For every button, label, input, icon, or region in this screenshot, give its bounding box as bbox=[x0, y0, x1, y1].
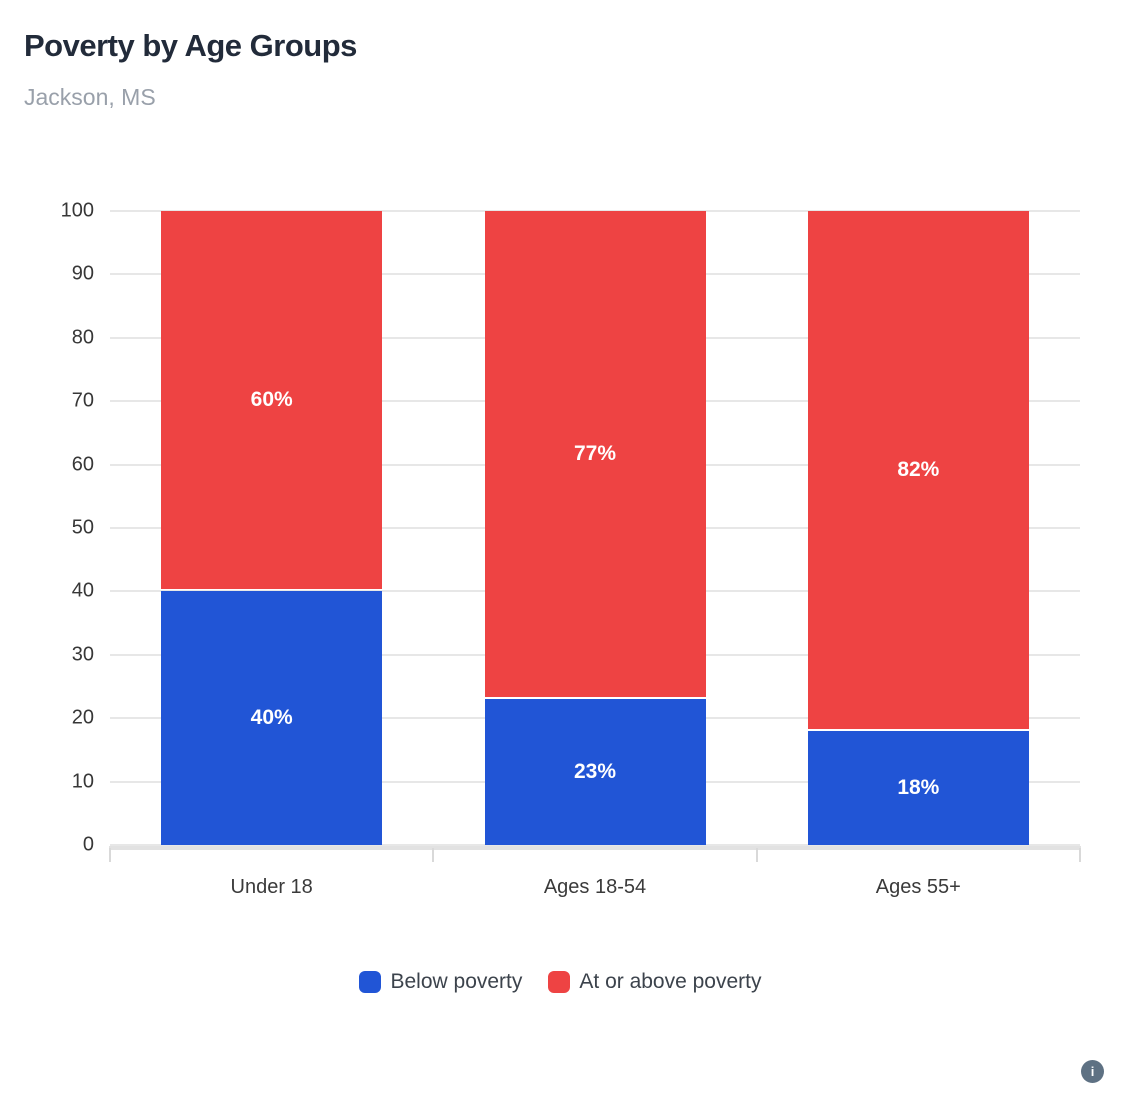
legend-item-below-poverty[interactable]: Below poverty bbox=[359, 970, 522, 994]
page-subtitle: Jackson, MS bbox=[24, 84, 156, 110]
y-axis-tick-label: 40 bbox=[71, 579, 94, 602]
legend-item-at-or-above-poverty[interactable]: At or above poverty bbox=[548, 970, 762, 994]
x-axis-tick bbox=[109, 848, 111, 862]
legend-swatch-below-poverty bbox=[359, 971, 382, 993]
bar-value-label: 18% bbox=[897, 775, 940, 799]
bar-value-label: 60% bbox=[250, 388, 293, 412]
page-title: Poverty by Age Groups bbox=[24, 28, 357, 63]
y-axis-tick-label: 50 bbox=[71, 516, 94, 539]
gridline bbox=[110, 844, 1080, 846]
stacked-bar-chart: 0 10 20 30 40 50 60 70 80 90 100 40% 60% Under 18 23% 7… bbox=[61, 200, 1081, 898]
y-axis-tick-label: 80 bbox=[71, 326, 94, 349]
x-axis-tick bbox=[755, 848, 758, 862]
bar-segment-below-poverty[interactable]: 23% bbox=[484, 699, 706, 845]
x-axis-tick bbox=[432, 848, 435, 862]
bar-segment-below-poverty[interactable]: 18% bbox=[807, 730, 1029, 845]
y-axis-tick-label: 90 bbox=[71, 262, 94, 285]
y-axis-tick-label: 10 bbox=[71, 770, 94, 793]
x-axis-tick bbox=[1079, 848, 1081, 862]
bar-value-label: 23% bbox=[573, 760, 617, 784]
legend-label-at-or-above-poverty: At or above poverty bbox=[579, 970, 762, 993]
y-axis-tick-label: 100 bbox=[60, 199, 94, 222]
bar-segment-at-or-above-poverty[interactable]: 77% bbox=[484, 211, 706, 698]
x-axis-category-label: Under 18 bbox=[230, 875, 313, 898]
chart-legend: Below poverty At or above poverty bbox=[0, 970, 1121, 994]
bar-value-label: 77% bbox=[573, 442, 617, 466]
bar-value-label: 82% bbox=[897, 457, 940, 481]
bar-segment-at-or-above-poverty[interactable]: 82% bbox=[807, 211, 1029, 729]
y-axis-tick-label: 0 bbox=[82, 833, 94, 856]
info-icon[interactable]: i bbox=[1081, 1060, 1104, 1083]
y-axis-tick-label: 20 bbox=[71, 706, 94, 729]
bar-value-label: 40% bbox=[250, 706, 293, 730]
y-axis-tick-label: 30 bbox=[71, 643, 94, 666]
x-axis-line bbox=[109, 846, 1081, 850]
y-axis-tick-label: 60 bbox=[71, 453, 94, 476]
bar-segment-below-poverty[interactable]: 40% bbox=[161, 591, 383, 845]
legend-swatch-at-or-above-poverty bbox=[548, 971, 571, 993]
legend-label-below-poverty: Below poverty bbox=[390, 970, 523, 993]
x-axis-category-label: Ages 18-54 bbox=[543, 875, 647, 898]
x-axis-category-label: Ages 55+ bbox=[875, 875, 961, 898]
y-axis-tick-label: 70 bbox=[71, 389, 94, 412]
bar-segment-at-or-above-poverty[interactable]: 60% bbox=[161, 211, 383, 590]
